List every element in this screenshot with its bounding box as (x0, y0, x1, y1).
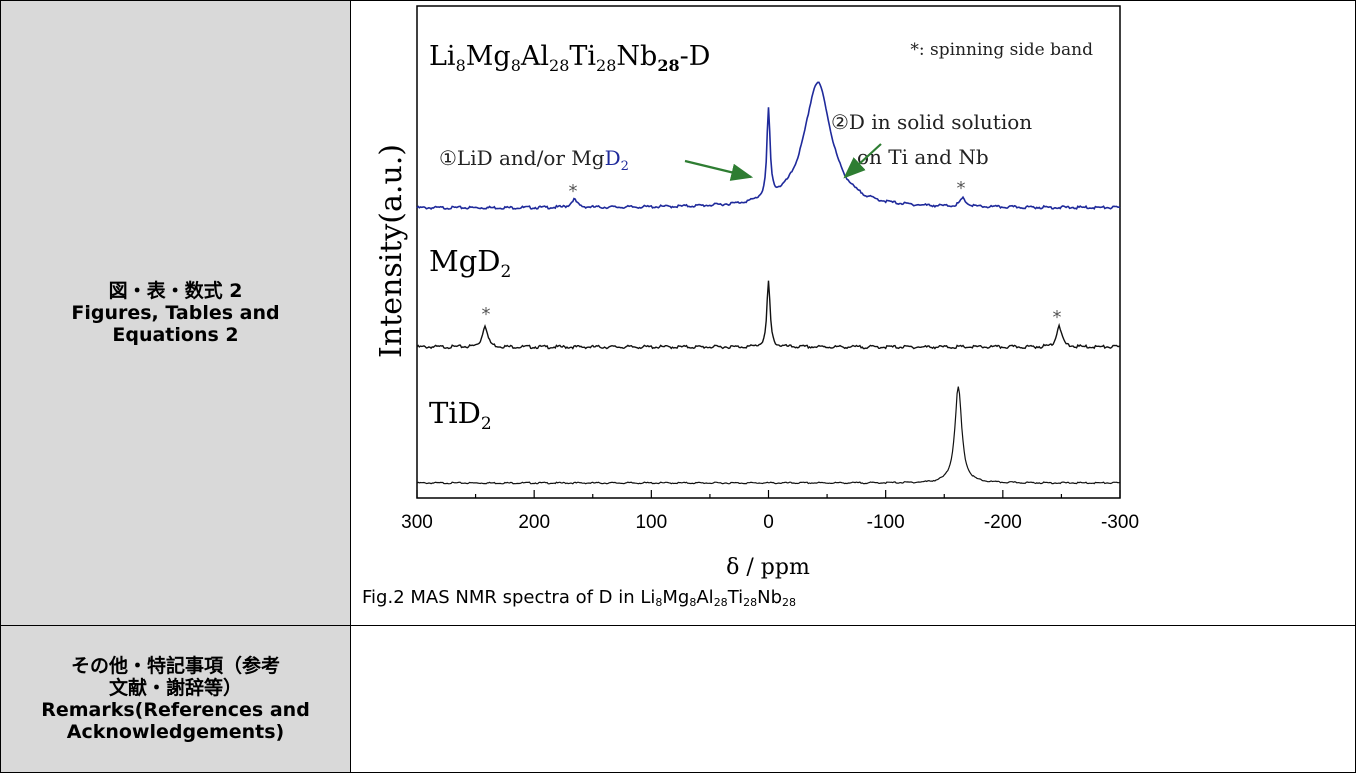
remarks-label-line3: Remarks(References and (41, 699, 310, 721)
caption-element: Mg (662, 587, 690, 608)
remarks-content-cell (350, 625, 1356, 773)
remarks-label-line4: Acknowledgements) (66, 721, 285, 743)
figures-label-line3: Equations 2 (112, 324, 239, 346)
arrow-2 (843, 143, 882, 179)
sideband-marker-top-right: * (957, 178, 966, 199)
x-tick-label: 200 (518, 512, 550, 533)
sideband-marker-mid-right: * (1053, 307, 1062, 328)
nmr-chart: 300 200 100 0 -100 -200 -300 Li8Mg8Al28Ti28Nb2… (374, 5, 1139, 580)
caption-element: Ti (727, 587, 744, 608)
remarks-label-cell: その他・特記事項（参考 文献・謝辞等） Remarks(References a… (0, 625, 351, 773)
sideband-marker-top-left: * (569, 181, 578, 202)
y-axis-label: Intensity(a.u.) (374, 144, 409, 358)
figures-row: 図・表・数式 2 Figures, Tables and Equations 2… (0, 0, 1356, 626)
x-tick-label: 300 (401, 512, 433, 533)
annotation-2-line2: on Ti and Nb (857, 145, 989, 169)
caption-subscript: 28 (743, 596, 758, 609)
x-tick-label: 0 (763, 512, 774, 533)
remarks-row: その他・特記事項（参考 文献・謝辞等） Remarks(References a… (0, 625, 1356, 773)
sideband-marker-mid-left: * (482, 304, 491, 325)
caption-subscript: 8 (689, 596, 697, 609)
x-tick-label: 100 (635, 512, 667, 533)
caption-element: Al (696, 587, 714, 608)
x-axis-label: δ / ppm (726, 555, 810, 580)
x-tick-label: -200 (984, 512, 1022, 533)
spectrum-tid2 (416, 386, 1121, 485)
caption-subscript: 28 (782, 596, 797, 609)
x-tick-label: -300 (1101, 512, 1139, 533)
remarks-label-line1: その他・特記事項（参考 (70, 655, 280, 677)
x-tick-label: -100 (867, 512, 905, 533)
figure-caption: Fig.2 MAS NMR spectra of D in Li8Mg8Al28… (362, 587, 796, 609)
figure: 300 200 100 0 -100 -200 -300 Li8Mg8Al28Ti28Nb2… (351, 1, 1356, 625)
figures-label-cell: 図・表・数式 2 Figures, Tables and Equations 2 (0, 0, 351, 626)
x-ticks (416, 490, 1121, 498)
annotation-2-line1: ②D in solid solution (831, 110, 1032, 134)
remarks-label-line2: 文献・謝辞等） (108, 677, 242, 699)
figures-label-line1: 図・表・数式 2 (108, 280, 243, 302)
arrow-1 (684, 159, 754, 181)
spectrum-li8mg8al28ti28nb28-d (416, 81, 1121, 211)
label-mid-sample: MgD2 (429, 244, 511, 282)
x-tick-labels: 300 200 100 0 -100 -200 -300 (401, 512, 1139, 533)
annotation-1: ①LiD and/or MgD2 (439, 146, 629, 174)
label-top-sample: Li8Mg8Al28Ti28Nb28-D (429, 41, 710, 75)
caption-formula: 8Mg8Al28Ti28Nb28 (655, 587, 797, 609)
figures-content-cell: 300 200 100 0 -100 -200 -300 Li8Mg8Al28Ti28Nb2… (350, 0, 1356, 626)
caption-subscript: 8 (655, 596, 663, 609)
caption-subscript: 28 (713, 596, 728, 609)
plot-frame (416, 5, 1121, 499)
label-bottom-sample: TiD2 (429, 396, 492, 434)
spectrum-mgd2 (416, 280, 1121, 350)
legend-note: *: spinning side band (910, 40, 1093, 60)
figures-label-line2: Figures, Tables and (71, 302, 280, 324)
caption-prefix: Fig.2 MAS NMR spectra of D in Li (362, 587, 656, 608)
caption-element: Nb (757, 587, 783, 608)
